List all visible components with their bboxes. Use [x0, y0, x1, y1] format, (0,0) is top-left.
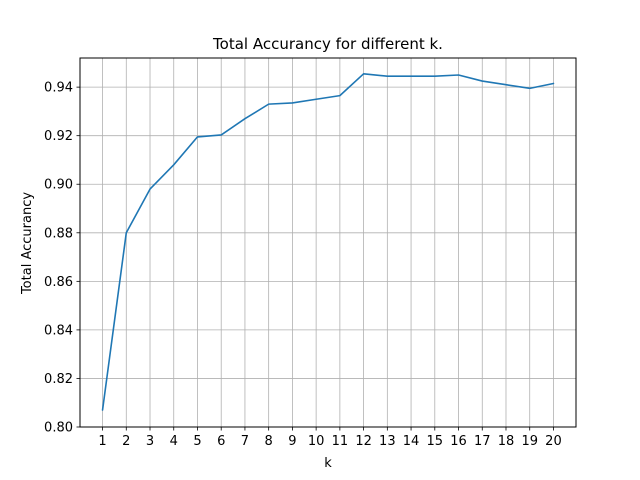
x-tick-label: 1 [98, 434, 106, 449]
x-tick-label: 7 [241, 434, 249, 449]
x-axis-ticks: 1 2 3 4 5 6 7 8 9 10 11 12 13 14 15 16 17 18 19 20 [98, 427, 562, 449]
axes-frame [79, 57, 577, 428]
x-tick-label: 6 [217, 434, 225, 449]
x-tick-label: 3 [146, 434, 154, 449]
grid-lines [80, 58, 576, 428]
x-tick-label: 5 [193, 434, 201, 449]
y-tick-label: 0.80 [44, 421, 73, 436]
series-line [101, 72, 555, 411]
y-axis-ticks: 0.80 0.82 0.84 0.86 0.88 0.90 0.92 0.94 [44, 81, 80, 436]
x-tick-label: 11 [332, 434, 349, 449]
x-tick-label: 20 [545, 434, 562, 449]
x-tick-label: 12 [355, 434, 372, 449]
chart-title: Total Accurancy for different k. [212, 35, 443, 53]
x-tick-label: 13 [379, 434, 396, 449]
y-tick-label: 0.86 [44, 275, 73, 290]
y-tick-label: 0.92 [44, 129, 73, 144]
y-tick-label: 0.84 [44, 323, 73, 338]
x-tick-label: 14 [403, 434, 420, 449]
x-axis-label: k [324, 456, 332, 471]
x-tick-label: 17 [474, 434, 491, 449]
x-tick-label: 18 [498, 434, 515, 449]
x-tick-label: 2 [122, 434, 130, 449]
y-tick-label: 0.94 [44, 81, 73, 96]
x-tick-label: 8 [265, 434, 273, 449]
y-tick-label: 0.90 [44, 178, 73, 193]
x-tick-label: 4 [170, 434, 178, 449]
y-tick-label: 0.82 [44, 372, 73, 387]
x-tick-label: 9 [288, 434, 296, 449]
x-tick-label: 10 [308, 434, 325, 449]
x-tick-label: 16 [450, 434, 467, 449]
series-group [101, 72, 555, 411]
y-axis-label: Total Accurancy [20, 192, 35, 295]
x-tick-label: 19 [521, 434, 538, 449]
y-tick-label: 0.88 [44, 226, 73, 241]
x-tick-label: 15 [427, 434, 444, 449]
